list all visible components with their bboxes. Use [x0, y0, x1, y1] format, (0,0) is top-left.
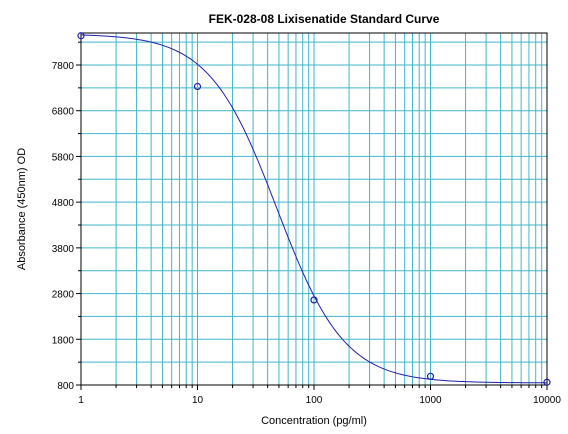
y-tick-label: 1800 [52, 335, 75, 346]
y-tick-label: 6800 [52, 107, 75, 118]
fitted-curve [80, 34, 548, 384]
y-tick-label: 800 [57, 381, 74, 392]
data-points [77, 32, 551, 386]
x-tick-label: 10000 [533, 395, 561, 406]
y-axis-label: Absorbance (450nm) OD [16, 148, 28, 270]
y-tick-label: 7800 [52, 61, 75, 72]
data-point [77, 32, 85, 40]
data-point [426, 372, 435, 380]
data-point [193, 82, 202, 91]
data-point [543, 378, 551, 386]
data-point [310, 296, 318, 304]
y-tick-label: 3800 [52, 244, 75, 255]
x-axis-label: Concentration (pg/ml) [261, 415, 367, 427]
y-tick-label: 4800 [52, 198, 75, 209]
chart-title: FEK-028-08 Lixisenatide Standard Curve [209, 12, 440, 26]
grid-lines [81, 33, 547, 385]
y-tick-label: 5800 [52, 152, 75, 163]
y-tick-label: 2800 [52, 290, 75, 301]
x-tick-label: 1000 [419, 395, 442, 406]
x-tick-label: 1 [78, 395, 84, 406]
axis-ticks: 1 10 100 1000 10000 800 1800 2800 3800 4800 5800 68… [52, 41, 561, 406]
x-tick-label: 100 [306, 395, 323, 406]
x-tick-label: 10 [192, 395, 204, 406]
